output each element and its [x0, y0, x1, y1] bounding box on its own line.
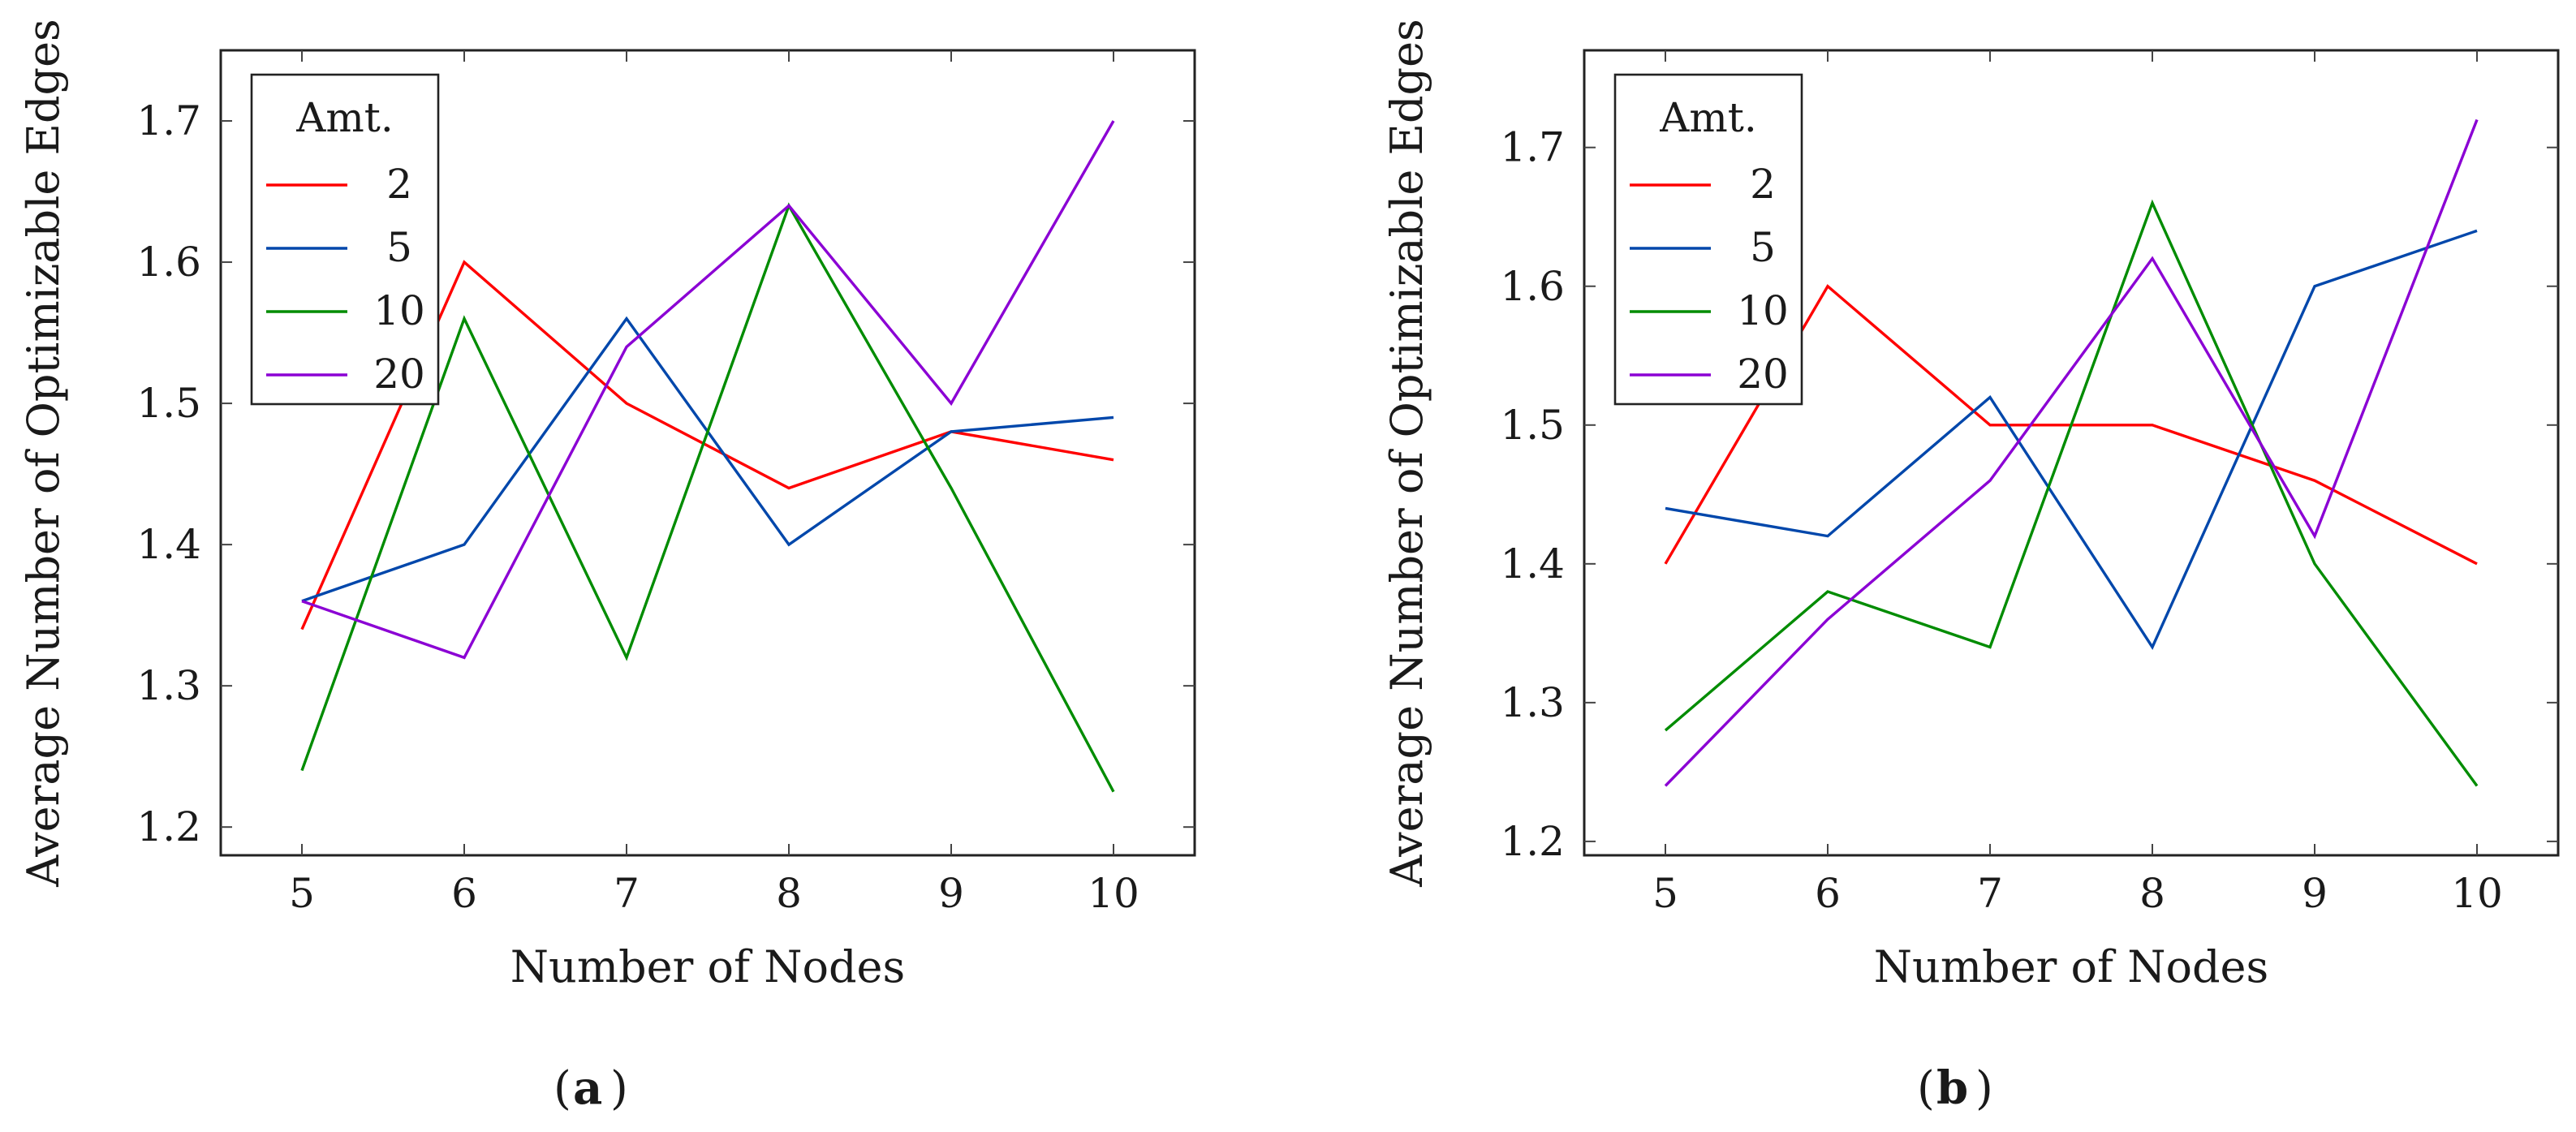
caption-close-paren: ) — [610, 1062, 628, 1115]
y-tick-label: 1.7 — [1500, 124, 1565, 171]
y-tick-labels: 1.2 1.3 1.4 1.5 1.6 1.7 — [136, 97, 201, 850]
caption-open-paren: ( — [1917, 1062, 1935, 1115]
x-tick-label: 8 — [2139, 870, 2165, 917]
x-tick-label: 9 — [938, 870, 964, 917]
x-tick-label: 6 — [451, 870, 477, 917]
y-tick-label: 1.2 — [1500, 818, 1565, 865]
x-tick-label: 8 — [776, 870, 802, 917]
legend-box — [1613, 73, 1803, 406]
y-axis-label: Average Number of Optimizable Edges — [1381, 19, 1432, 887]
x-axis-label: Number of Nodes — [1874, 941, 2268, 992]
legend-label: 20 — [373, 351, 425, 398]
caption-open-paren: ( — [554, 1062, 571, 1115]
legend-items: 2 5 10 20 — [1630, 161, 1789, 398]
plot-frame — [219, 49, 1196, 857]
y-tick-label: 1.6 — [1500, 263, 1565, 310]
y-tick-label: 1.4 — [1500, 540, 1565, 588]
series-line-20 — [301, 120, 1115, 660]
legend-title: Amt. — [295, 94, 394, 141]
x-tick-label: 9 — [2302, 870, 2328, 917]
x-tick-label: 7 — [614, 870, 640, 917]
subfigure-caption: a — [573, 1061, 602, 1115]
series-line-20 — [1664, 118, 2479, 787]
tick-marks — [221, 50, 1195, 855]
legend: Amt. 2 5 10 20 — [250, 73, 440, 406]
legend-label: 10 — [373, 287, 425, 334]
legend-box — [250, 73, 440, 406]
legend-title: Amt. — [1659, 94, 1757, 141]
y-tick-label: 1.2 — [136, 803, 201, 850]
legend-label: 2 — [386, 161, 412, 208]
caption-close-paren: ) — [1975, 1062, 1993, 1115]
x-tick-labels: 5 6 7 8 9 10 — [289, 870, 1139, 917]
y-axis-label: Average Number of Optimizable Edges — [18, 19, 69, 887]
x-tick-label: 10 — [1088, 870, 1139, 917]
x-tick-label: 5 — [1652, 870, 1678, 917]
tick-marks — [1584, 50, 2558, 855]
y-tick-label: 1.6 — [136, 239, 201, 286]
subfigure-caption: b — [1936, 1061, 1968, 1115]
x-tick-label: 10 — [2451, 870, 2503, 917]
y-tick-label: 1.5 — [1500, 402, 1565, 449]
y-tick-label: 1.5 — [136, 380, 201, 427]
y-tick-label: 1.3 — [1500, 679, 1565, 726]
x-tick-labels: 5 6 7 8 9 10 — [1652, 870, 2503, 917]
y-tick-label: 1.3 — [136, 662, 201, 709]
legend-label: 10 — [1737, 287, 1789, 334]
chart-panel-a: 5 6 7 8 9 10 1.2 1.3 1.4 1.5 1.6 1.7 Number of Nod… — [18, 19, 1196, 1115]
x-tick-label: 5 — [289, 870, 315, 917]
y-tick-label: 1.7 — [136, 97, 201, 144]
legend: Amt. 2 5 10 20 — [1613, 73, 1803, 406]
x-axis-label: Number of Nodes — [510, 941, 905, 992]
x-tick-label: 7 — [1977, 870, 2003, 917]
legend-label: 5 — [386, 224, 412, 271]
series-line-10 — [1664, 199, 2479, 787]
legend-label: 5 — [1750, 224, 1776, 271]
y-tick-label: 1.4 — [136, 521, 201, 568]
y-tick-labels: 1.2 1.3 1.4 1.5 1.6 1.7 — [1500, 124, 1565, 865]
chart-panel-b: 5 6 7 8 9 10 1.2 1.3 1.4 1.5 1.6 1.7 Number of Nod… — [1381, 19, 2560, 1115]
series-line-5 — [1665, 229, 2478, 650]
legend-label: 2 — [1750, 161, 1776, 208]
legend-label: 20 — [1737, 351, 1789, 398]
x-tick-label: 6 — [1815, 870, 1841, 917]
plot-frame — [1583, 49, 2560, 857]
legend-items: 2 5 10 20 — [266, 161, 425, 398]
